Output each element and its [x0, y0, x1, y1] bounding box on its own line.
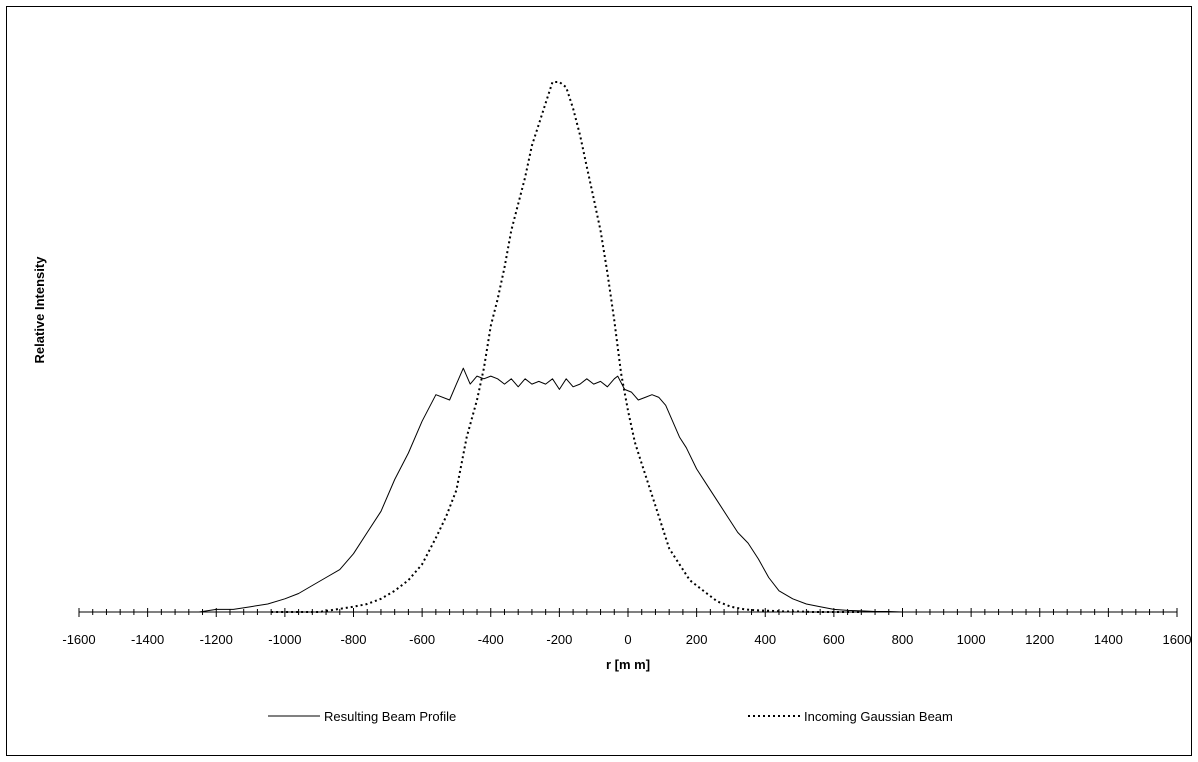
legend-label: Incoming Gaussian Beam — [804, 709, 953, 724]
legend-label: Resulting Beam Profile — [324, 709, 456, 724]
x-tick-label: 400 — [754, 632, 776, 647]
x-tick-label: 600 — [823, 632, 845, 647]
x-tick-label: -1400 — [131, 632, 164, 647]
x-tick-label: 0 — [624, 632, 631, 647]
x-tick-label: -800 — [340, 632, 366, 647]
series-layer — [168, 81, 958, 613]
x-tick-label: -400 — [478, 632, 504, 647]
x-tick-label: -200 — [546, 632, 572, 647]
x-tick-label: 1200 — [1025, 632, 1054, 647]
legend: Resulting Beam Profile Incoming Gaussian … — [268, 709, 953, 724]
series-line-incoming-gaussian-beam — [271, 81, 862, 613]
x-tick-label: 1000 — [957, 632, 986, 647]
series-line-resulting-beam-profile — [168, 367, 958, 613]
x-tick-label: -1200 — [200, 632, 233, 647]
x-tick-label: -1000 — [268, 632, 301, 647]
x-tick-label: 200 — [686, 632, 708, 647]
x-axis-title: r [m m] — [606, 657, 650, 672]
chart-border — [6, 6, 1192, 756]
x-tick-label: -600 — [409, 632, 435, 647]
x-tick-label: 1600 — [1163, 632, 1192, 647]
x-tick-label: 1400 — [1094, 632, 1123, 647]
x-tick-label: 800 — [892, 632, 914, 647]
x-tick-label: -1600 — [62, 632, 95, 647]
y-axis-title: Relative Intensity — [32, 256, 47, 364]
x-axis: -1600 -1400 -1200 -1000 -800 -600 -400 -200 0 200… — [62, 608, 1191, 647]
